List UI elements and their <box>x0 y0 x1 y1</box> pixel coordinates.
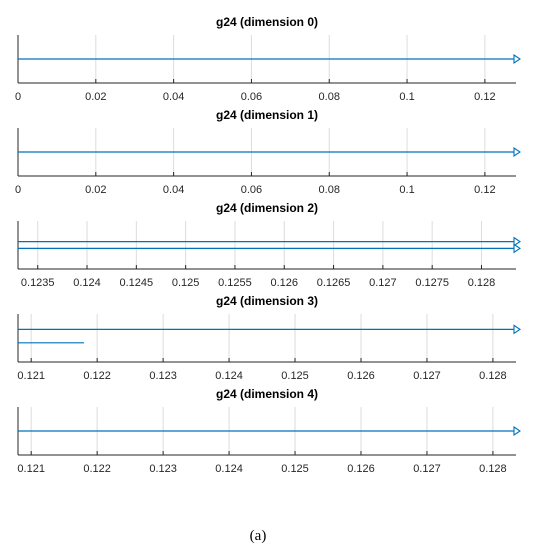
x-tick-label: 0.1235 <box>21 277 55 289</box>
x-tick-label: 0.124 <box>73 277 101 289</box>
x-tick-label: 0.124 <box>215 370 243 382</box>
x-tick-label: 0.122 <box>83 370 111 382</box>
chart-title: g24 (dimension 0) <box>216 15 318 29</box>
x-tick-label: 0.12 <box>474 91 495 103</box>
x-tick-label: 0.121 <box>17 463 45 475</box>
chart-title: g24 (dimension 4) <box>216 387 318 401</box>
x-tick-label: 0.123 <box>149 370 177 382</box>
x-tick-label: 0.04 <box>163 184 184 196</box>
series-arrowhead <box>513 236 521 247</box>
x-tick-label: 0.125 <box>281 463 309 475</box>
x-tick-label: 0.1 <box>399 184 414 196</box>
x-tick-label: 0.126 <box>347 370 375 382</box>
x-tick-label: 0.127 <box>369 277 397 289</box>
x-tick-label: 0.126 <box>270 277 298 289</box>
x-tick-label: 0.128 <box>479 370 507 382</box>
x-tick-label: 0.08 <box>319 184 340 196</box>
chart-title: g24 (dimension 3) <box>216 294 318 308</box>
x-tick-label: 0.124 <box>215 463 243 475</box>
x-tick-label: 0.127 <box>413 463 441 475</box>
x-tick-label: 0.128 <box>468 277 496 289</box>
x-tick-label: 0.122 <box>83 463 111 475</box>
x-tick-label: 0 <box>15 184 21 196</box>
x-tick-label: 0.1255 <box>218 277 252 289</box>
x-tick-label: 0.128 <box>479 463 507 475</box>
x-tick-label: 0.12 <box>474 184 495 196</box>
figure: g24 (dimension 0) 0 0.02 0.04 0.06 0.08 0.1 0.1… <box>15 15 521 475</box>
x-tick-label: 0.1245 <box>120 277 154 289</box>
x-tick-label: 0.06 <box>241 184 262 196</box>
series-arrowhead <box>513 146 521 158</box>
x-tick-label: 0.08 <box>319 91 340 103</box>
x-tick-label: 0.1275 <box>415 277 449 289</box>
x-tick-label: 0.04 <box>163 91 184 103</box>
series-arrowhead <box>513 425 521 437</box>
x-tick-label: 0.1 <box>399 91 414 103</box>
x-tick-label: 0.123 <box>149 463 177 475</box>
series-arrowhead <box>513 53 521 65</box>
x-tick-label: 0.02 <box>85 91 106 103</box>
figure-caption: (a) <box>249 528 267 544</box>
x-tick-label: 0 <box>15 91 21 103</box>
x-tick-label: 0.125 <box>172 277 200 289</box>
x-tick-label: 0.02 <box>85 184 106 196</box>
chart-title: g24 (dimension 2) <box>216 201 318 215</box>
series-arrowhead <box>513 243 521 254</box>
x-tick-label: 0.121 <box>17 370 45 382</box>
chart-title: g24 (dimension 1) <box>216 108 318 122</box>
x-tick-label: 0.125 <box>281 370 309 382</box>
x-tick-label: 0.1265 <box>317 277 351 289</box>
series-arrowhead <box>513 324 521 335</box>
x-tick-label: 0.126 <box>347 463 375 475</box>
x-tick-label: 0.127 <box>413 370 441 382</box>
x-tick-label: 0.06 <box>241 91 262 103</box>
